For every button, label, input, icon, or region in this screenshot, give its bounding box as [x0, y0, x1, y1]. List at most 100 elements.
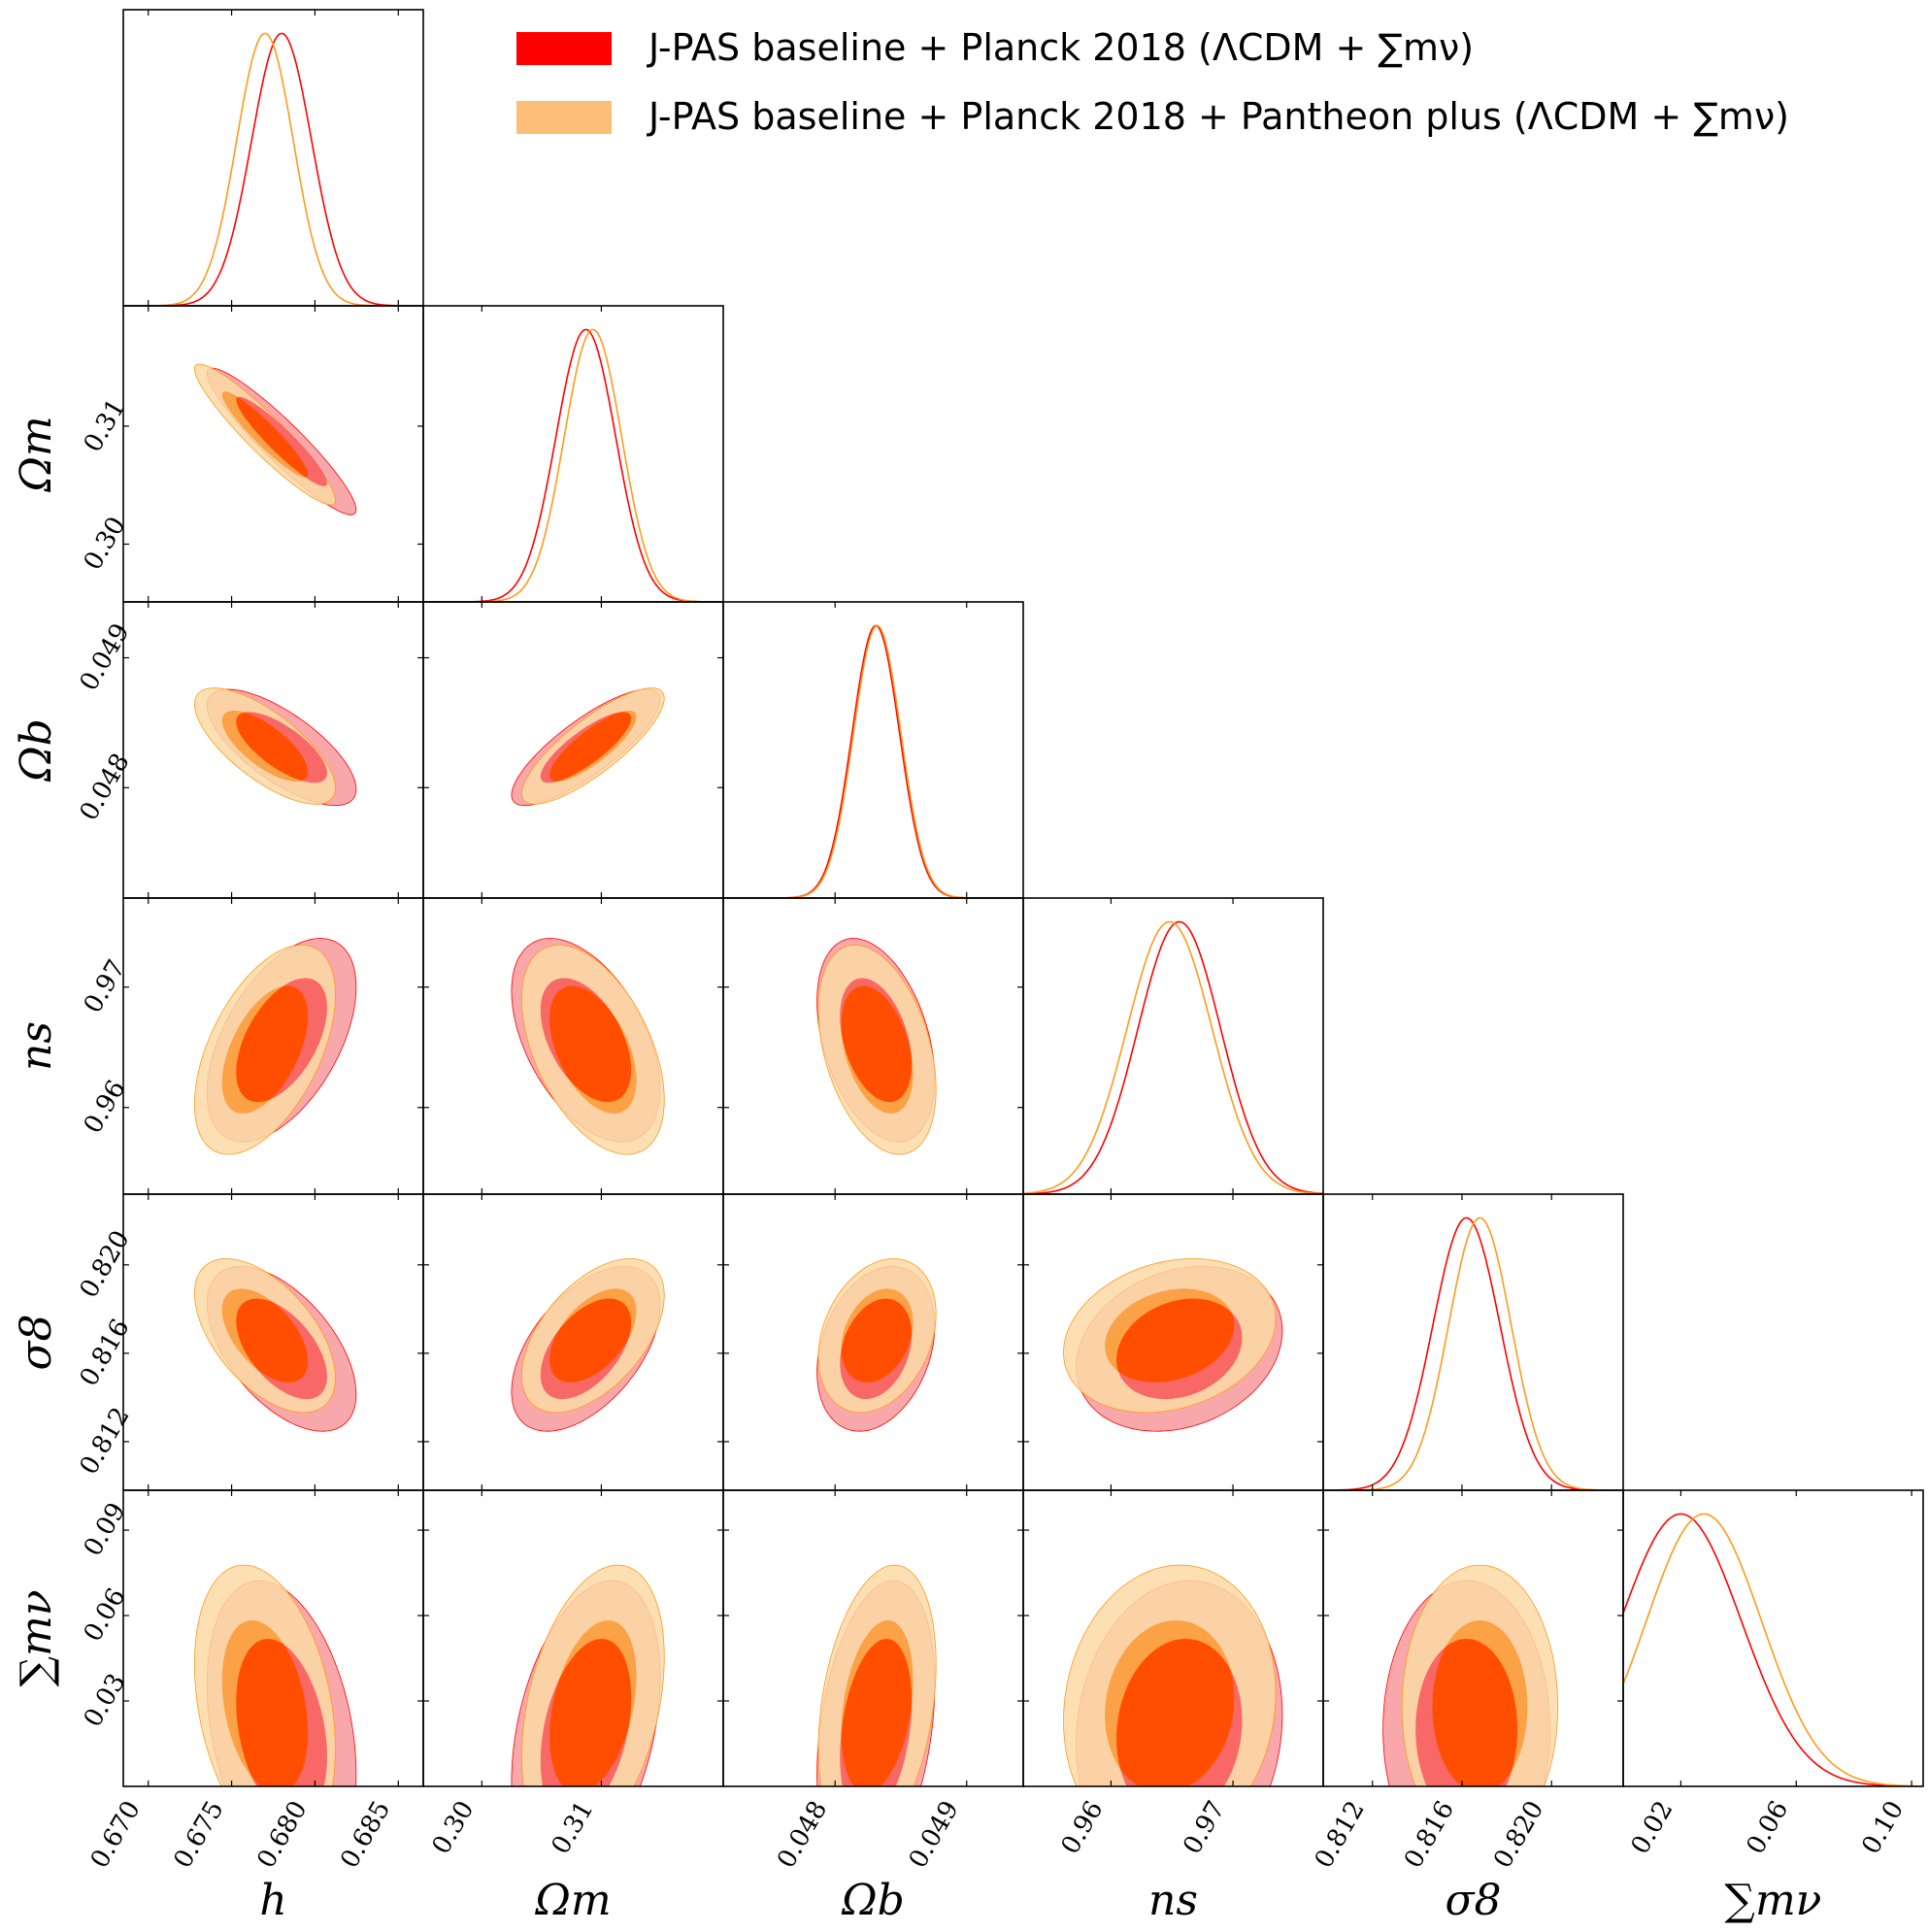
- contour-68-overlap: [549, 712, 632, 782]
- panel-sum_m_nu-sum_m_nu: 0.02 0.06 0.10: [1622, 1489, 1924, 1859]
- panel-plot-area: [1382, 1564, 1559, 1786]
- contour-68-overlap-fill: [236, 1639, 309, 1786]
- x-tick-label: 0.048: [772, 1796, 833, 1873]
- x-tick-label: 0.10: [1856, 1796, 1910, 1859]
- contour-68-overlap: [236, 985, 309, 1103]
- contour-68-overlap-fill: [549, 1639, 632, 1786]
- x-axis-label-omega_b: Ωb: [841, 1876, 905, 1925]
- x-axis-label-h: h: [259, 1876, 286, 1925]
- panel-frame: [1022, 897, 1324, 1195]
- marginal-curve-series-1: [123, 32, 423, 306]
- panel-plot-area: [511, 687, 665, 807]
- y-axis-label-n_s: ns: [12, 1021, 61, 1071]
- marginal-curve-series-2: [1023, 920, 1323, 1194]
- x-axis-label-omega_m: Ωm: [534, 1876, 611, 1925]
- panel-sum_m_nu-omega_m: 0.30 0.31: [422, 1489, 724, 1859]
- contour-68-overlap: [236, 1298, 309, 1382]
- contour-68-overlap-fill: [549, 1298, 632, 1382]
- panel-sum_m_nu-n_s: 0.96 0.97: [1022, 1489, 1324, 1859]
- panel-n_s-n_s: [1022, 897, 1324, 1195]
- panel-sigma_8-omega_m: [422, 1193, 724, 1491]
- marginal-curve-series-2: [1323, 1216, 1623, 1490]
- contour-68-overlap-fill: [549, 712, 632, 782]
- marginal-curve-series-1: [1023, 920, 1323, 1194]
- panel-sigma_8-n_s: [1022, 1193, 1324, 1491]
- contour-68-overlap: [549, 1298, 632, 1382]
- x-tick-label: 0.97: [1178, 1796, 1231, 1859]
- panel-sum_m_nu-omega_b: 0.048 0.049: [722, 1489, 1024, 1873]
- x-axis-label-sum_m_nu: ∑mν: [1725, 1876, 1822, 1925]
- panel-plot-area: [511, 938, 665, 1155]
- panel-frame: [1322, 1193, 1624, 1491]
- x-tick-label: 0.31: [547, 1796, 600, 1859]
- x-axis-label-sigma_8: σ8: [1445, 1876, 1501, 1925]
- panel-n_s-h: 0.960.97: [79, 897, 424, 1195]
- x-tick-label: 0.820: [1488, 1796, 1549, 1873]
- panel-plot-area: [193, 687, 357, 807]
- panel-plot-area: [816, 938, 937, 1155]
- contour-68-overlap-fill: [236, 1298, 309, 1382]
- panel-plot-area: [1062, 1564, 1283, 1786]
- marginal-curve-series-1: [423, 328, 723, 602]
- x-tick-label: 0.02: [1626, 1796, 1679, 1859]
- panel-sigma_8-sigma_8: [1322, 1193, 1624, 1491]
- x-tick-label: 0.049: [904, 1796, 965, 1873]
- panel-plot-area: [193, 1258, 357, 1432]
- y-axis-label-sigma_8: σ8: [12, 1314, 61, 1370]
- y-axis-label-omega_m: Ωm: [12, 416, 61, 492]
- panel-plot-area: [193, 363, 357, 516]
- panel-plot-area: [1023, 920, 1323, 1194]
- panel-h-h: [122, 9, 424, 307]
- legend: J-PAS baseline + Planck 2018 (ΛCDM + ∑mν…: [516, 26, 1789, 138]
- marginal-curve-series-2: [123, 32, 423, 306]
- x-tick-label: 0.816: [1399, 1796, 1460, 1873]
- contour-68-overlap: [236, 1639, 309, 1786]
- contour-68-overlap: [236, 712, 309, 782]
- contour-68-overlap-fill: [549, 985, 632, 1103]
- contour-68-overlap: [236, 396, 309, 478]
- panel-frame: [722, 601, 1024, 899]
- x-axis-label-n_s: ns: [1148, 1876, 1198, 1925]
- panel-omega_m-h: 0.300.31: [79, 305, 424, 603]
- panel-plot-area: [511, 1564, 665, 1786]
- panel-plot-area: [816, 1258, 937, 1432]
- panel-omega_m-omega_m: [422, 305, 724, 603]
- marginal-curve-series-2: [1623, 1513, 1923, 1786]
- panel-sum_m_nu-sigma_8: 0.812 0.816 0.820: [1310, 1489, 1624, 1873]
- contour-68-overlap-fill: [236, 712, 309, 782]
- x-tick-label: 0.96: [1056, 1796, 1110, 1859]
- x-tick-label: 0.680: [251, 1796, 313, 1873]
- panel-plot-area: [511, 1258, 665, 1432]
- contour-68-overlap: [549, 985, 632, 1103]
- marginal-curve-series-1: [723, 624, 1023, 898]
- x-tick-label: 0.812: [1310, 1796, 1371, 1873]
- panel-omega_b-omega_m: [422, 601, 724, 899]
- panel-plot-area: [423, 328, 723, 602]
- x-tick-label: 0.06: [1741, 1796, 1794, 1859]
- contour-68-overlap-fill: [236, 396, 309, 478]
- panel-plot-area: [816, 1564, 937, 1786]
- y-axis-label-omega_b: Ωb: [12, 718, 61, 783]
- panel-plot-area: [193, 1564, 357, 1786]
- panel-frame: [122, 9, 424, 307]
- marginal-curve-series-1: [1323, 1216, 1623, 1490]
- panel-plot-area: [123, 32, 423, 306]
- x-tick-label: 0.675: [169, 1796, 230, 1873]
- panel-n_s-omega_b: [722, 897, 1024, 1195]
- legend-label-series-2: J-PAS baseline + Planck 2018 + Pantheon …: [647, 95, 1789, 138]
- x-tick-label: 0.685: [335, 1796, 396, 1873]
- contour-68-overlap-fill: [236, 985, 309, 1103]
- legend-swatch-series-2: [516, 101, 612, 134]
- contour-68-overlap: [549, 1639, 632, 1786]
- panel-plot-area: [1623, 1513, 1923, 1786]
- marginal-curve-series-1: [1623, 1513, 1923, 1786]
- marginal-curve-series-2: [723, 624, 1023, 898]
- x-tick-label: 0.670: [85, 1796, 147, 1873]
- panel-plot-area: [1062, 1258, 1283, 1432]
- panel-omega_b-omega_b: [722, 601, 1024, 899]
- panels: 0.30 0.31 0.048 0.049 0.96 0.97 0.812 0.816 0.82…: [12, 9, 1924, 1925]
